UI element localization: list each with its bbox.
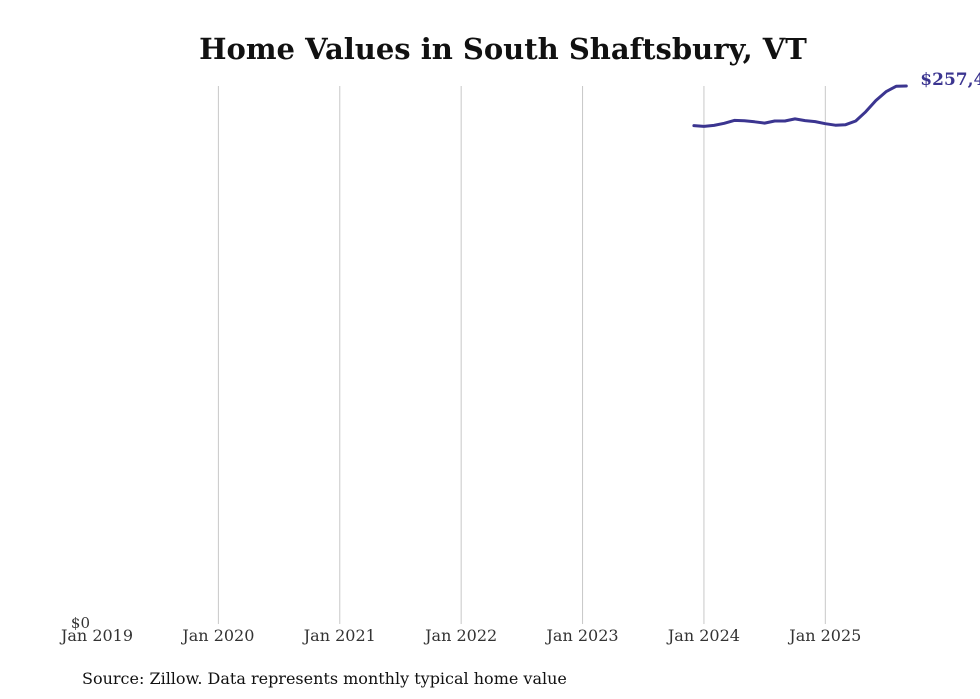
home-value-line xyxy=(692,84,908,128)
x-tick-label-jan-2019: Jan 2019 xyxy=(59,626,133,645)
x-axis-ticks: Jan 2019 Jan 2020 Jan 2021 Jan 2022 Jan 2023… xyxy=(59,626,861,645)
x-tick-label-jan-2025: Jan 2025 xyxy=(787,626,861,645)
vertical-gridlines xyxy=(217,86,826,624)
chart-title: Home Values in South Shaftsbury, VT xyxy=(199,32,807,66)
y-tick-label-zero: $0 xyxy=(71,614,90,632)
x-tick-label-jan-2021: Jan 2021 xyxy=(302,626,376,645)
x-tick-label-jan-2024: Jan 2024 xyxy=(666,626,740,645)
x-tick-label-jan-2020: Jan 2020 xyxy=(180,626,254,645)
latest-value-label: $257,44 xyxy=(920,70,980,90)
x-tick-label-jan-2023: Jan 2023 xyxy=(545,626,619,645)
x-tick-label-jan-2022: Jan 2022 xyxy=(423,626,497,645)
source-note: Source: Zillow. Data represents monthly … xyxy=(82,669,567,688)
